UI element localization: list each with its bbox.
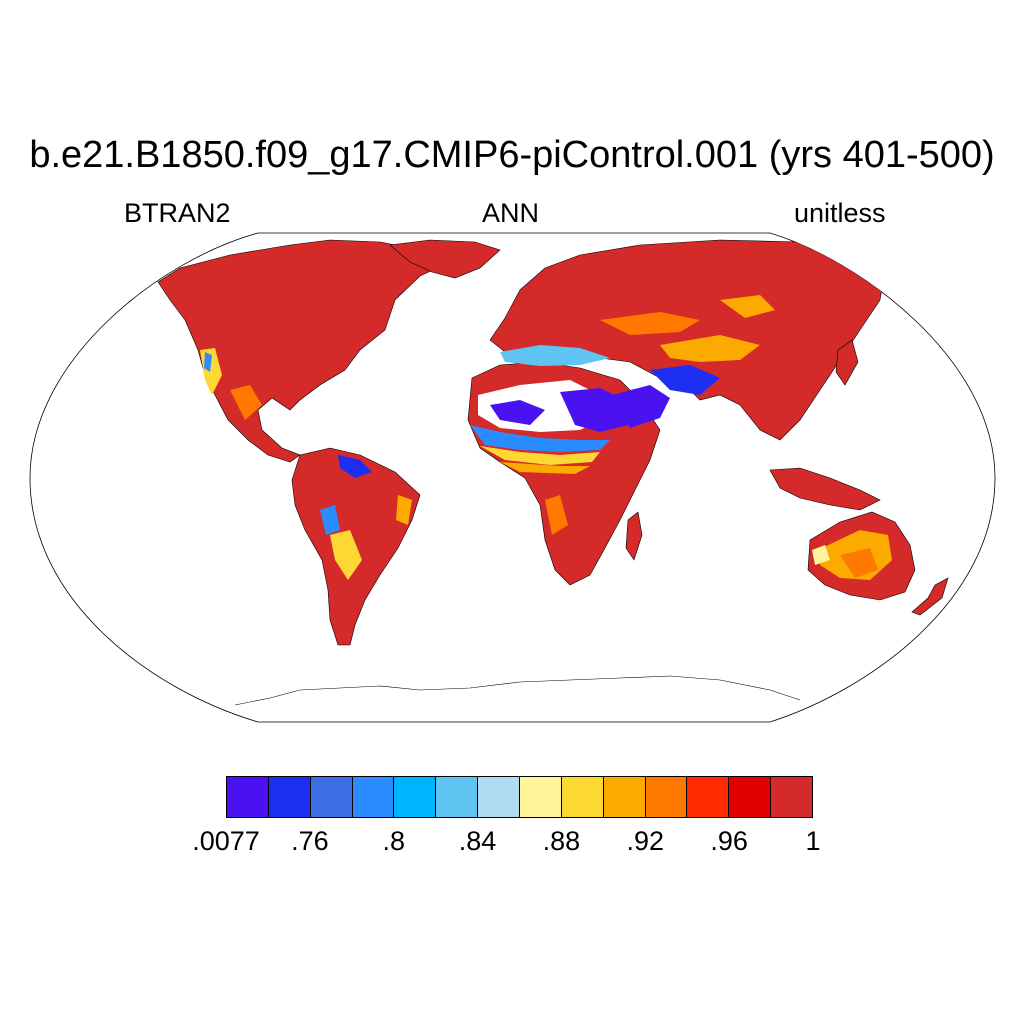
colorbar-tick-label: .88: [542, 826, 581, 856]
colorbar-tick-label: .0077: [192, 826, 260, 856]
colorbar-tick-label: .92: [626, 826, 665, 856]
japan-landmass: [835, 339, 859, 386]
data-patches: [200, 295, 892, 580]
colorbar-tick-label: .84: [458, 826, 497, 856]
colorbar-box: [520, 777, 562, 817]
colorbar-box: [436, 777, 479, 817]
units-label: unitless: [794, 198, 886, 228]
colorbar-box: [394, 777, 437, 817]
colorbar-box: [478, 777, 521, 817]
southeast-asia-landmass: [769, 467, 881, 511]
colorbar-box: [771, 777, 813, 817]
colorbar-box: [729, 777, 772, 817]
colorbar-box: [268, 777, 311, 817]
variable-label: BTRAN2: [124, 198, 231, 228]
colorbar-box: [352, 777, 395, 817]
colorbar-tick-label: .76: [291, 826, 329, 856]
greenland-landmass: [389, 239, 501, 279]
colorbar-box: [227, 777, 269, 817]
plot-title: b.e21.B1850.f09_g17.CMIP6-piControl.001 …: [29, 134, 995, 176]
madagascar-landmass: [625, 511, 643, 561]
colorbar-tick-label: .96: [710, 826, 748, 856]
colorbar-box: [561, 777, 604, 817]
colorbar-box: [603, 777, 646, 817]
season-label: ANN: [482, 198, 540, 228]
colorbar-tick-label: 1: [805, 826, 821, 856]
colorbar: [226, 776, 813, 818]
colorbar-box: [310, 777, 353, 817]
colorbar-box: [687, 777, 730, 817]
new-zealand-landmass: [911, 577, 949, 616]
antarctica-coastline: [234, 675, 801, 706]
colorbar-tick-label: .8: [382, 826, 405, 856]
north-america-landmass: [157, 239, 451, 463]
colorbar-box: [645, 777, 688, 817]
